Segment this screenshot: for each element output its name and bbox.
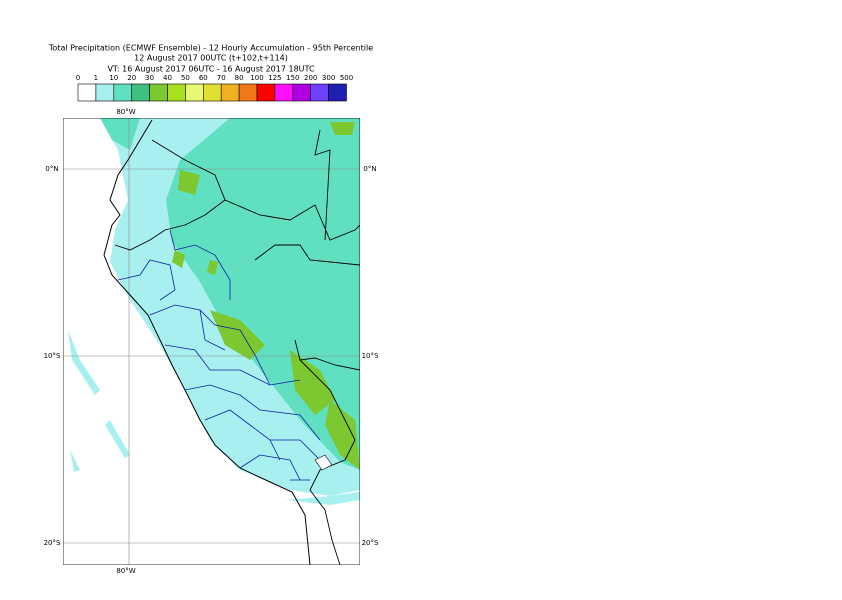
region-border (117, 229, 321, 481)
lat-label: 20°S (362, 539, 379, 547)
lat-label: 10°S (362, 352, 379, 360)
legend-label: 200 (304, 74, 317, 82)
legend-swatch (256, 83, 276, 102)
legend-label: 10 (109, 74, 118, 82)
legend-swatch (203, 83, 222, 102)
legend-swatch (310, 83, 329, 102)
legend-swatch (220, 83, 240, 102)
legend-swatch (238, 83, 258, 102)
legend-swatch (77, 83, 97, 102)
legend-label: 100 (250, 74, 263, 82)
legend-swatch (185, 83, 204, 102)
legend-label: 125 (268, 74, 281, 82)
legend-swatch (274, 83, 294, 102)
legend-label: 0 (76, 74, 80, 82)
legend-swatch (149, 83, 168, 102)
subtitle: 12 August 2017 00UTC (t+102,t+114) (134, 54, 288, 63)
legend-swatch (131, 83, 150, 102)
lake (314, 454, 333, 471)
legend-label: 30 (145, 74, 154, 82)
coastline (103, 119, 311, 565)
legend-swatch (167, 83, 186, 102)
legend-label: 70 (217, 74, 226, 82)
legend-swatch (113, 83, 133, 102)
legend-label: 50 (181, 74, 190, 82)
valid-time: VT: 16 August 2017 06UTC - 16 August 201… (107, 65, 315, 74)
legend-label: 1 (94, 74, 98, 82)
lon-label: 80°W (116, 108, 135, 116)
lat-label: 10°S (44, 352, 61, 360)
legend-swatch (292, 83, 311, 102)
legend-label: 80 (235, 74, 244, 82)
lon-label: 80°W (116, 567, 135, 575)
title: Total Precipitation (ECMWF Ensemble) - 1… (48, 44, 373, 53)
legend-label: 150 (286, 74, 299, 82)
legend-label: 40 (163, 74, 172, 82)
country-border (114, 129, 360, 565)
legend-label: 60 (199, 74, 208, 82)
graticule (63, 118, 360, 565)
legend: 0 1 10 20 30 40 50 60 70 80 100 125 150 200 300 500 (76, 74, 353, 102)
lat-label: 20°S (44, 539, 61, 547)
lat-label: 0°N (363, 165, 376, 173)
legend-swatch (95, 83, 115, 102)
legend-label: 20 (127, 74, 136, 82)
legend-swatch (328, 83, 347, 102)
precip-area (178, 122, 360, 470)
lat-label: 0°N (45, 165, 58, 173)
legend-label: 300 (322, 74, 335, 82)
map (63, 118, 360, 565)
legend-label: 500 (340, 74, 353, 82)
precip-area (172, 250, 218, 275)
